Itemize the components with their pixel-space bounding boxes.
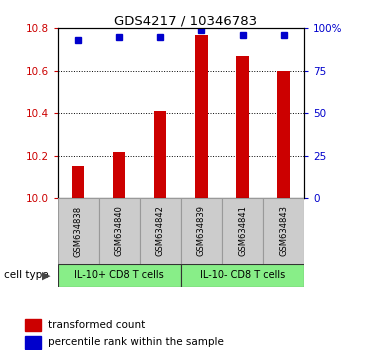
- Text: percentile rank within the sample: percentile rank within the sample: [48, 337, 224, 347]
- Text: IL-10- CD8 T cells: IL-10- CD8 T cells: [200, 270, 285, 280]
- Text: GSM634838: GSM634838: [73, 205, 83, 257]
- Text: GSM634839: GSM634839: [197, 205, 206, 257]
- Bar: [278, 71, 290, 198]
- Bar: [236, 56, 249, 198]
- Text: GDS4217 / 10346783: GDS4217 / 10346783: [114, 14, 257, 27]
- Bar: [263, 198, 304, 264]
- Bar: [113, 152, 125, 198]
- Text: cell type: cell type: [4, 270, 48, 280]
- Bar: [25, 336, 42, 349]
- Bar: [154, 111, 167, 198]
- Text: ▶: ▶: [42, 270, 50, 280]
- Bar: [99, 198, 139, 264]
- Bar: [25, 319, 42, 331]
- Bar: [140, 198, 181, 264]
- Bar: [58, 198, 99, 264]
- Bar: [58, 264, 181, 287]
- Text: GSM634843: GSM634843: [279, 205, 288, 257]
- Bar: [195, 35, 208, 198]
- Bar: [222, 198, 263, 264]
- Text: GSM634842: GSM634842: [156, 206, 165, 256]
- Bar: [72, 166, 84, 198]
- Text: GSM634841: GSM634841: [238, 206, 247, 256]
- Text: transformed count: transformed count: [48, 320, 145, 330]
- Bar: [181, 264, 304, 287]
- Text: IL-10+ CD8 T cells: IL-10+ CD8 T cells: [74, 270, 164, 280]
- Text: GSM634840: GSM634840: [115, 206, 124, 256]
- Bar: [181, 198, 222, 264]
